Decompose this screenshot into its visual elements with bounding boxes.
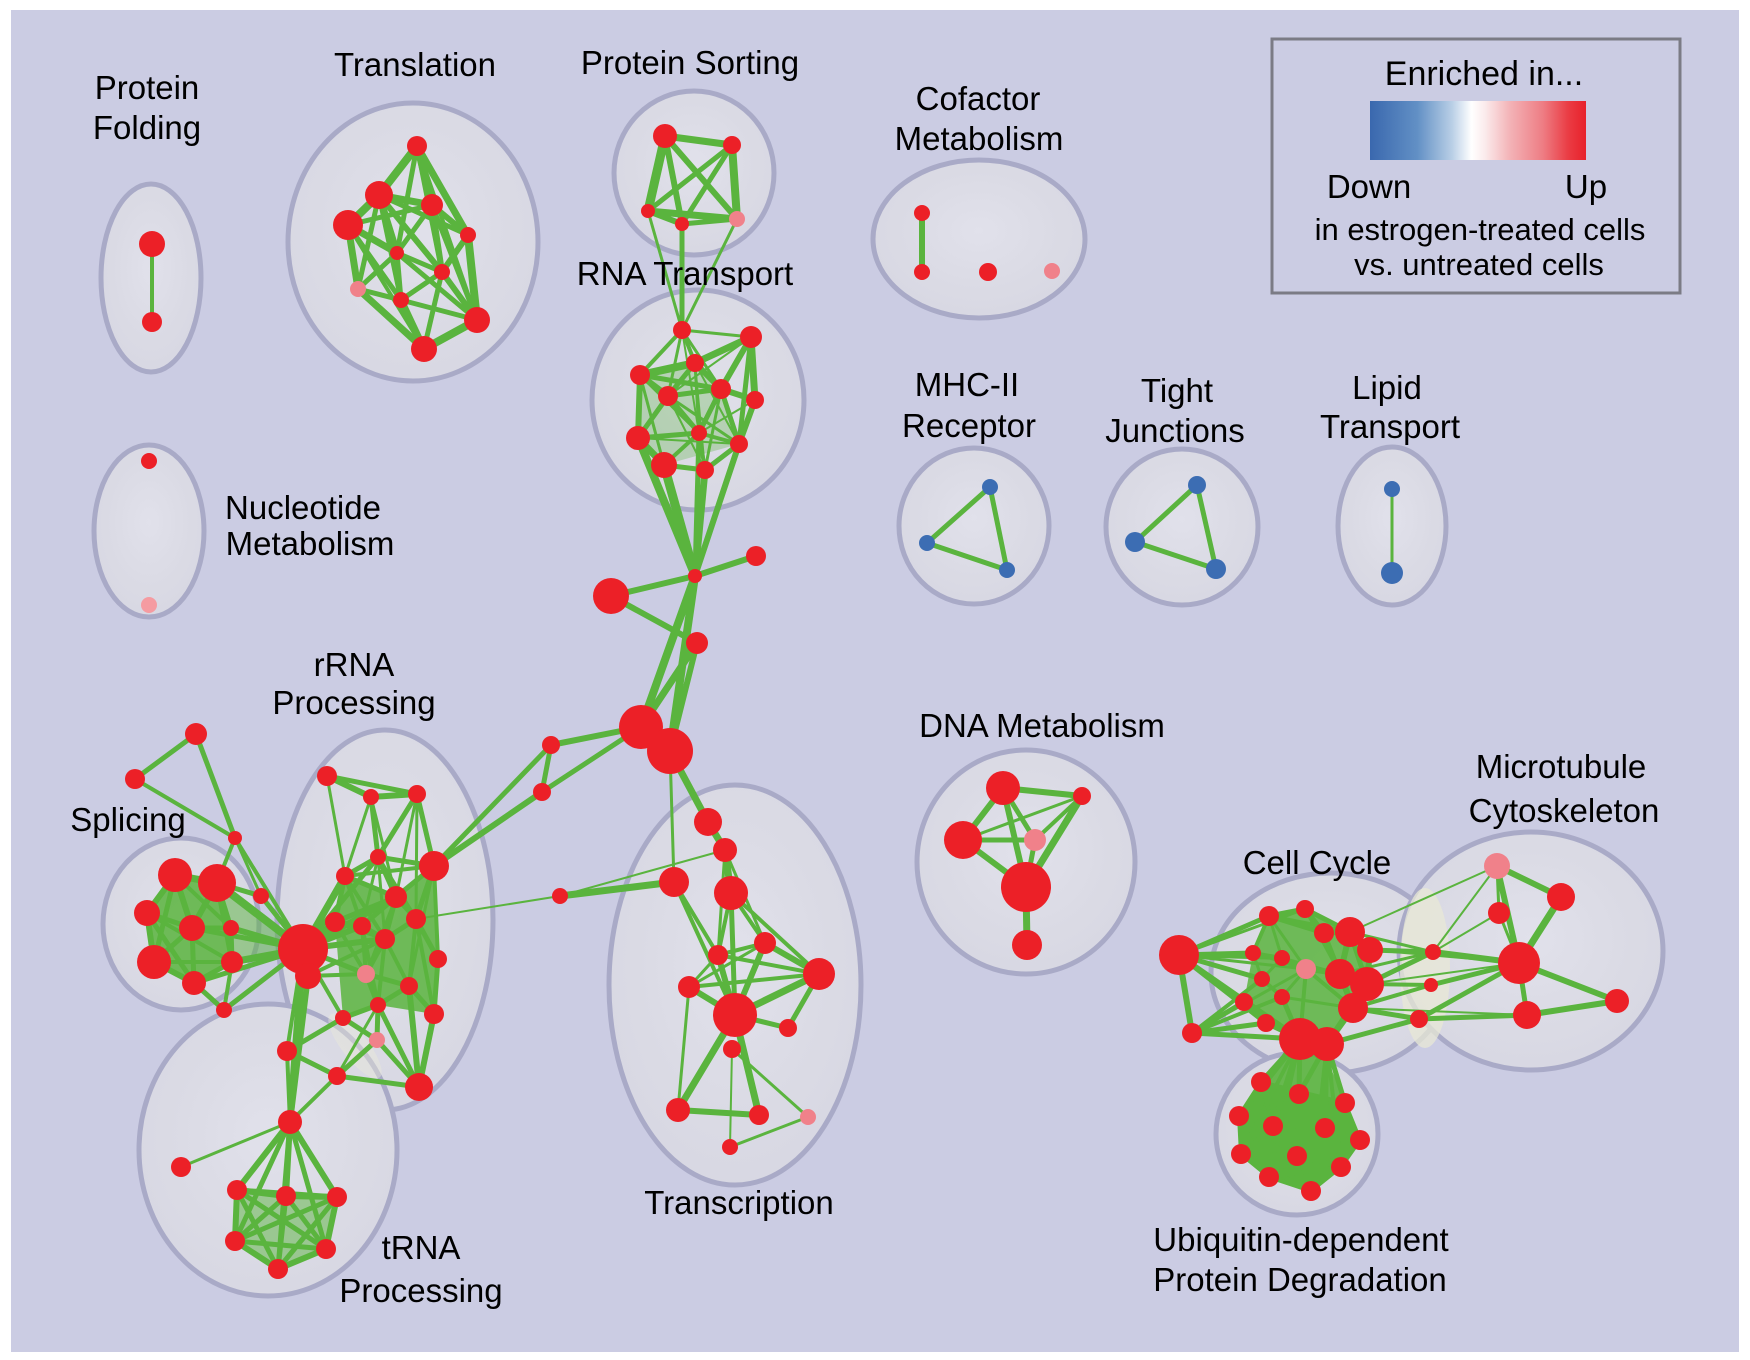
svg-text:rRNA: rRNA — [314, 646, 395, 683]
svg-text:Protein: Protein — [95, 69, 200, 106]
svg-text:Folding: Folding — [93, 109, 201, 146]
svg-text:Ubiquitin-dependent: Ubiquitin-dependent — [1153, 1221, 1448, 1258]
svg-text:Junctions: Junctions — [1105, 412, 1244, 449]
svg-text:Tight: Tight — [1141, 372, 1213, 409]
svg-text:Protein Sorting: Protein Sorting — [581, 44, 799, 81]
svg-text:Cell Cycle: Cell Cycle — [1243, 844, 1392, 881]
svg-text:Nucleotide: Nucleotide — [225, 489, 381, 526]
svg-text:MHC-II: MHC-II — [915, 366, 1019, 403]
svg-text:Transcription: Transcription — [644, 1184, 834, 1221]
svg-text:Splicing: Splicing — [70, 801, 186, 838]
svg-text:vs. untreated cells: vs. untreated cells — [1354, 247, 1604, 282]
svg-text:Protein Degradation: Protein Degradation — [1153, 1261, 1447, 1298]
svg-text:Lipid: Lipid — [1352, 369, 1422, 406]
svg-text:Receptor: Receptor — [902, 407, 1036, 444]
svg-text:Up: Up — [1565, 168, 1607, 205]
svg-text:Translation: Translation — [334, 46, 496, 83]
svg-text:Metabolism: Metabolism — [895, 120, 1064, 157]
svg-text:Down: Down — [1327, 168, 1411, 205]
svg-text:Processing: Processing — [272, 684, 435, 721]
svg-text:Cytoskeleton: Cytoskeleton — [1469, 792, 1660, 829]
svg-text:Enriched in...: Enriched in... — [1385, 55, 1583, 93]
svg-text:tRNA: tRNA — [382, 1229, 461, 1266]
svg-text:Processing: Processing — [339, 1272, 502, 1309]
svg-text:in estrogen-treated cells: in estrogen-treated cells — [1315, 212, 1646, 247]
svg-text:RNA Transport: RNA Transport — [577, 255, 793, 292]
svg-text:Metabolism: Metabolism — [226, 525, 395, 562]
svg-text:Transport: Transport — [1320, 408, 1460, 445]
svg-text:DNA Metabolism: DNA Metabolism — [919, 707, 1165, 744]
svg-text:Microtubule: Microtubule — [1476, 748, 1647, 785]
svg-text:Cofactor: Cofactor — [916, 80, 1041, 117]
